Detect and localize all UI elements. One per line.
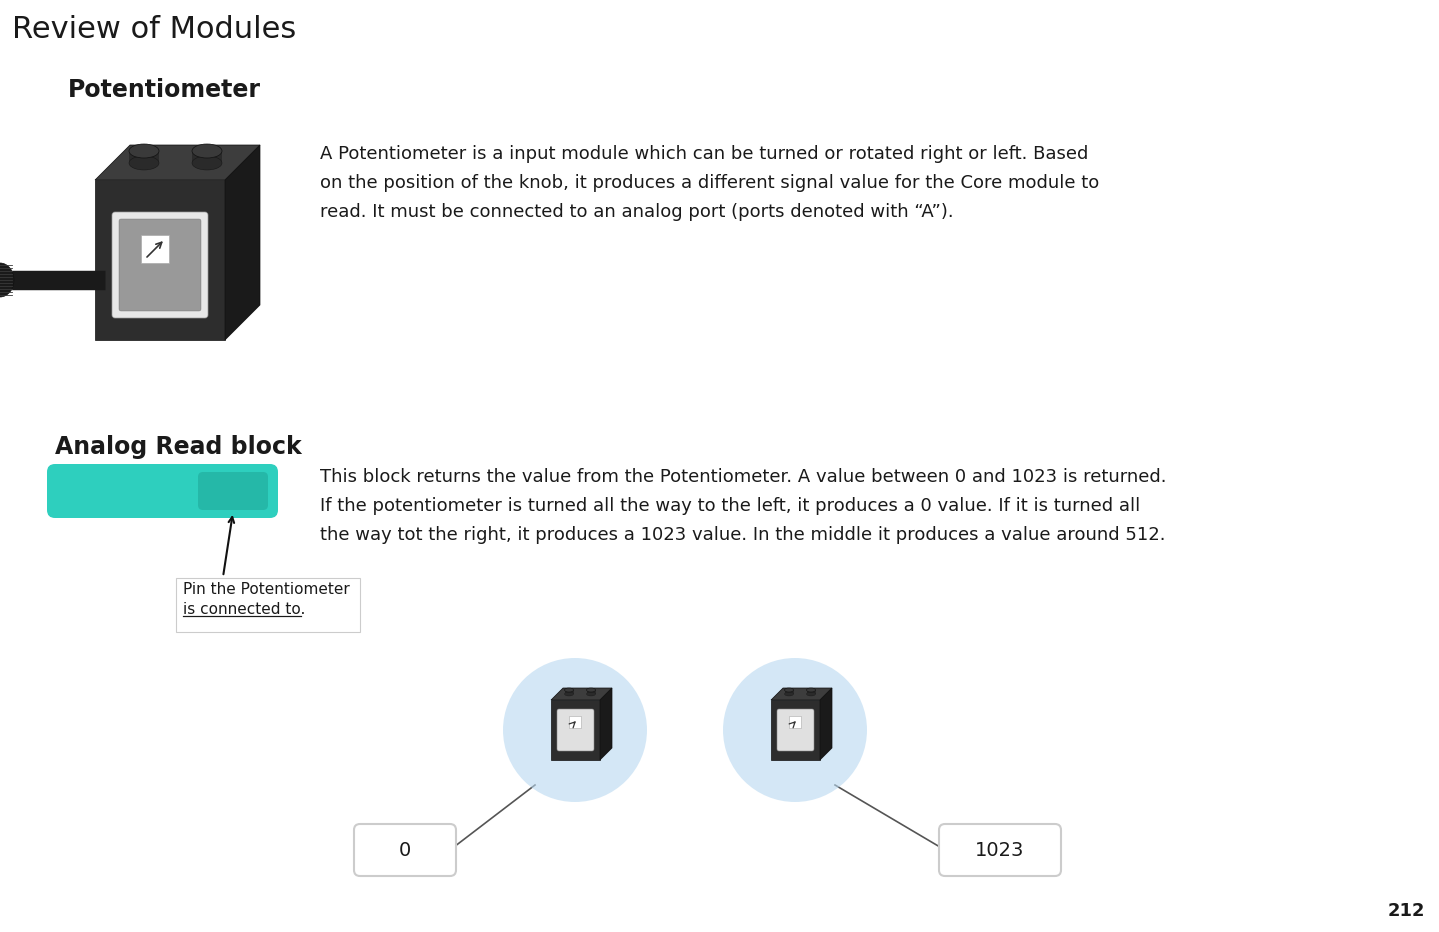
Ellipse shape xyxy=(587,688,596,692)
FancyBboxPatch shape xyxy=(940,824,1061,876)
Ellipse shape xyxy=(130,156,158,170)
Text: Pin the Potentiometer: Pin the Potentiometer xyxy=(183,582,350,597)
Ellipse shape xyxy=(564,692,574,696)
Ellipse shape xyxy=(0,263,14,297)
Bar xyxy=(587,690,596,694)
Text: A Potentiometer is a input module which can be turned or rotated right or left. : A Potentiometer is a input module which … xyxy=(319,145,1099,222)
Ellipse shape xyxy=(587,692,596,696)
Ellipse shape xyxy=(784,688,793,692)
Text: is connected to.: is connected to. xyxy=(183,602,305,617)
Bar xyxy=(191,151,222,163)
FancyBboxPatch shape xyxy=(199,472,268,510)
Polygon shape xyxy=(551,700,600,760)
Ellipse shape xyxy=(784,692,793,696)
Polygon shape xyxy=(95,180,224,340)
Bar xyxy=(130,151,158,163)
Bar xyxy=(568,716,581,728)
Polygon shape xyxy=(551,688,612,700)
Bar xyxy=(786,690,794,694)
Text: 212: 212 xyxy=(1387,902,1425,920)
Circle shape xyxy=(504,658,648,802)
FancyBboxPatch shape xyxy=(112,212,209,318)
Text: 0: 0 xyxy=(399,841,412,859)
FancyBboxPatch shape xyxy=(47,464,278,518)
Ellipse shape xyxy=(191,144,222,158)
Text: Potentiometer: Potentiometer xyxy=(68,78,260,102)
Bar xyxy=(807,690,816,694)
Polygon shape xyxy=(820,688,832,760)
Text: Analog Read block: Analog Read block xyxy=(55,435,302,459)
Ellipse shape xyxy=(806,688,816,692)
Ellipse shape xyxy=(130,144,158,158)
Ellipse shape xyxy=(191,156,222,170)
Ellipse shape xyxy=(806,692,816,696)
Text: This block returns the value from the Potentiometer. A value between 0 and 1023 : This block returns the value from the Po… xyxy=(319,468,1167,544)
Bar xyxy=(566,690,574,694)
FancyBboxPatch shape xyxy=(176,578,360,632)
Polygon shape xyxy=(771,688,832,700)
Ellipse shape xyxy=(564,688,574,692)
Bar xyxy=(141,235,168,263)
Polygon shape xyxy=(95,145,260,180)
Text: Pin the Potentiometer: Pin the Potentiometer xyxy=(183,582,350,597)
FancyBboxPatch shape xyxy=(354,824,456,876)
FancyBboxPatch shape xyxy=(557,709,594,751)
FancyBboxPatch shape xyxy=(119,219,201,311)
Text: Analog read pin: Analog read pin xyxy=(71,482,201,500)
Polygon shape xyxy=(771,700,820,760)
Text: Review of Modules: Review of Modules xyxy=(12,15,296,44)
Text: A0 ▾: A0 ▾ xyxy=(216,482,250,500)
Polygon shape xyxy=(224,145,260,340)
Text: is connected to.: is connected to. xyxy=(183,602,305,617)
Bar xyxy=(789,716,802,728)
Polygon shape xyxy=(600,688,612,760)
Text: 1023: 1023 xyxy=(976,841,1025,859)
Circle shape xyxy=(722,658,868,802)
FancyBboxPatch shape xyxy=(777,709,814,751)
